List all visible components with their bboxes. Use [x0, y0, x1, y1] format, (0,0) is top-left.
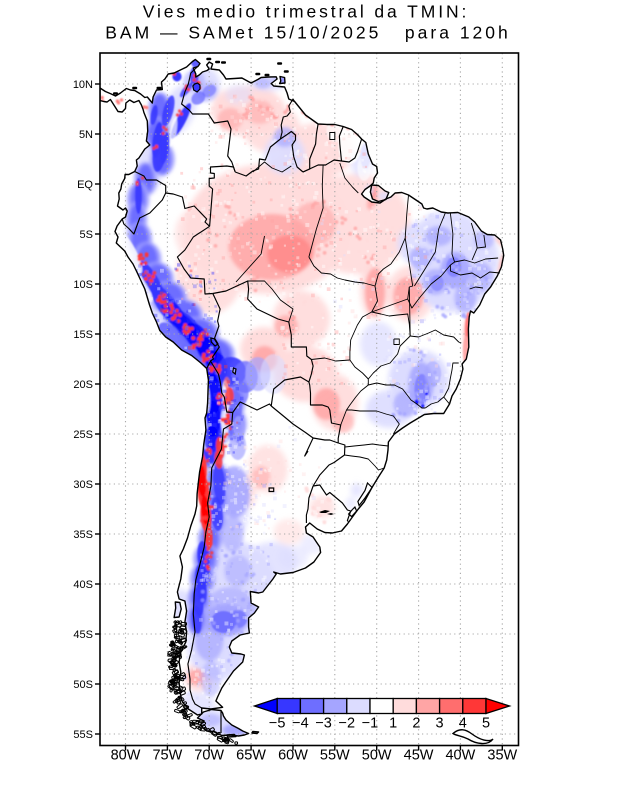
svg-text:35W: 35W: [487, 748, 517, 764]
svg-text:45S: 45S: [73, 629, 93, 641]
svg-text:10N: 10N: [73, 79, 93, 91]
svg-text:2: 2: [412, 716, 420, 732]
svg-text:5N: 5N: [79, 129, 93, 141]
svg-text:25S: 25S: [73, 429, 93, 441]
svg-text:50W: 50W: [362, 748, 392, 764]
svg-text:−3: −3: [315, 716, 332, 732]
svg-text:30S: 30S: [73, 479, 93, 491]
svg-text:15S: 15S: [73, 329, 93, 341]
svg-text:EQ: EQ: [77, 179, 93, 191]
svg-text:60W: 60W: [278, 748, 308, 764]
svg-text:Vies medio trimestral da TMIN:: Vies medio trimestral da TMIN:: [143, 2, 470, 22]
svg-text:75W: 75W: [152, 748, 182, 764]
svg-text:−2: −2: [339, 716, 356, 732]
svg-text:5: 5: [482, 716, 490, 732]
svg-text:50S: 50S: [73, 679, 93, 691]
svg-text:20S: 20S: [73, 379, 93, 391]
svg-text:5S: 5S: [80, 229, 93, 241]
svg-text:55S: 55S: [73, 729, 93, 741]
svg-text:−1: −1: [362, 716, 379, 732]
svg-text:55W: 55W: [320, 748, 350, 764]
svg-text:3: 3: [436, 716, 444, 732]
svg-text:80W: 80W: [111, 748, 141, 764]
svg-text:45W: 45W: [404, 748, 434, 764]
svg-text:10S: 10S: [73, 279, 93, 291]
svg-text:1: 1: [389, 716, 397, 732]
svg-text:−5: −5: [269, 716, 286, 732]
svg-text:−4: −4: [292, 716, 309, 732]
svg-text:BAM — SAMet 15/10/2025 para: BAM — SAMet 15/10/2025 para 120h: [105, 23, 511, 43]
svg-text:35S: 35S: [73, 529, 93, 541]
svg-text:40S: 40S: [73, 579, 93, 591]
svg-text:65W: 65W: [236, 748, 266, 764]
svg-text:4: 4: [459, 716, 467, 732]
svg-text:70W: 70W: [194, 748, 224, 764]
svg-text:40W: 40W: [445, 748, 475, 764]
